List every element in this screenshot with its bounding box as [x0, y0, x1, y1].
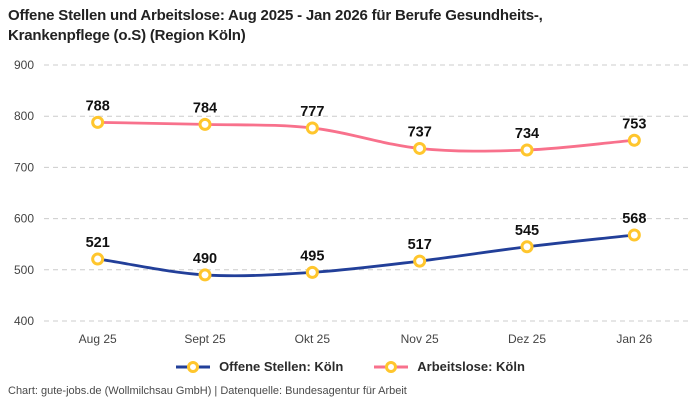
data-point-marker-arbeitslose-k-ln[interactable] [413, 141, 427, 155]
y-axis-tick-label: 500 [14, 262, 34, 276]
y-axis-tick-label: 700 [14, 160, 34, 174]
data-point-label: 495 [300, 248, 324, 264]
data-point-marker-offene-stellen-k-ln[interactable] [520, 239, 534, 253]
chart-title: Offene Stellen und Arbeitslose: Aug 2025… [8, 7, 543, 45]
legend-item-arbeitslose[interactable]: Arbeitslose: Köln [373, 359, 525, 374]
y-axis-tick-label: 600 [14, 211, 34, 225]
series-line-arbeitslose-k-ln [96, 120, 636, 153]
legend-label-arbeitslose: Arbeitslose: Köln [417, 359, 525, 374]
legend-item-offene-stellen[interactable]: Offene Stellen: Köln [175, 359, 343, 374]
y-axis-tick-label: 900 [14, 58, 34, 72]
data-point-label: 517 [408, 237, 432, 253]
data-point-marker-arbeitslose-k-ln[interactable] [91, 115, 105, 129]
data-point-label: 737 [408, 124, 432, 140]
data-point-marker-arbeitslose-k-ln[interactable] [627, 133, 641, 147]
data-point-marker-offene-stellen-k-ln[interactable] [413, 254, 427, 268]
data-point-marker-arbeitslose-k-ln[interactable] [520, 142, 534, 156]
data-point-marker-arbeitslose-k-ln[interactable] [198, 117, 212, 131]
chart-legend: Offene Stellen: Köln Arbeitslose: Köln [0, 358, 700, 376]
data-point-marker-offene-stellen-k-ln[interactable] [627, 227, 641, 241]
chart-card: Offene Stellen und Arbeitslose: Aug 2025… [0, 6, 700, 406]
data-point-label: 521 [86, 235, 110, 251]
data-point-marker-offene-stellen-k-ln[interactable] [305, 265, 319, 279]
y-axis-tick-label: 400 [14, 314, 34, 328]
data-point-marker-arbeitslose-k-ln[interactable] [305, 120, 319, 134]
x-axis-label: Dez 25 [508, 332, 546, 346]
x-axis-label: Jan 26 [616, 332, 652, 346]
legend-label-offene-stellen: Offene Stellen: Köln [219, 359, 344, 374]
y-axis-tick-label: 800 [14, 109, 34, 123]
legend-swatch-offene-stellen [176, 360, 211, 373]
data-point-label: 784 [193, 100, 217, 116]
data-point-marker-offene-stellen-k-ln[interactable] [198, 267, 212, 281]
series-line-offene-stellen-k-ln [96, 233, 636, 277]
data-point-label: 568 [622, 210, 646, 226]
x-axis-label: Nov 25 [401, 332, 439, 346]
x-axis-label: Aug 25 [79, 332, 117, 346]
data-point-label: 734 [515, 125, 539, 141]
data-point-marker-offene-stellen-k-ln[interactable] [91, 252, 105, 266]
data-point-label: 753 [622, 116, 646, 132]
data-point-label: 490 [193, 250, 217, 266]
data-point-label: 545 [515, 222, 539, 238]
chart-attribution: Chart: gute-jobs.de (Wollmilchsau GmbH) … [8, 384, 407, 397]
data-point-label: 777 [300, 103, 324, 119]
legend-swatch-arbeitslose [374, 360, 409, 373]
data-point-label: 788 [86, 98, 110, 114]
x-axis-label: Okt 25 [295, 332, 331, 346]
line-chart-plot: 400 500 600 700 800 900 Aug 25 Sept 25 Okt 25 Nov… [14, 58, 688, 346]
x-axis-label: Sept 25 [184, 332, 226, 346]
